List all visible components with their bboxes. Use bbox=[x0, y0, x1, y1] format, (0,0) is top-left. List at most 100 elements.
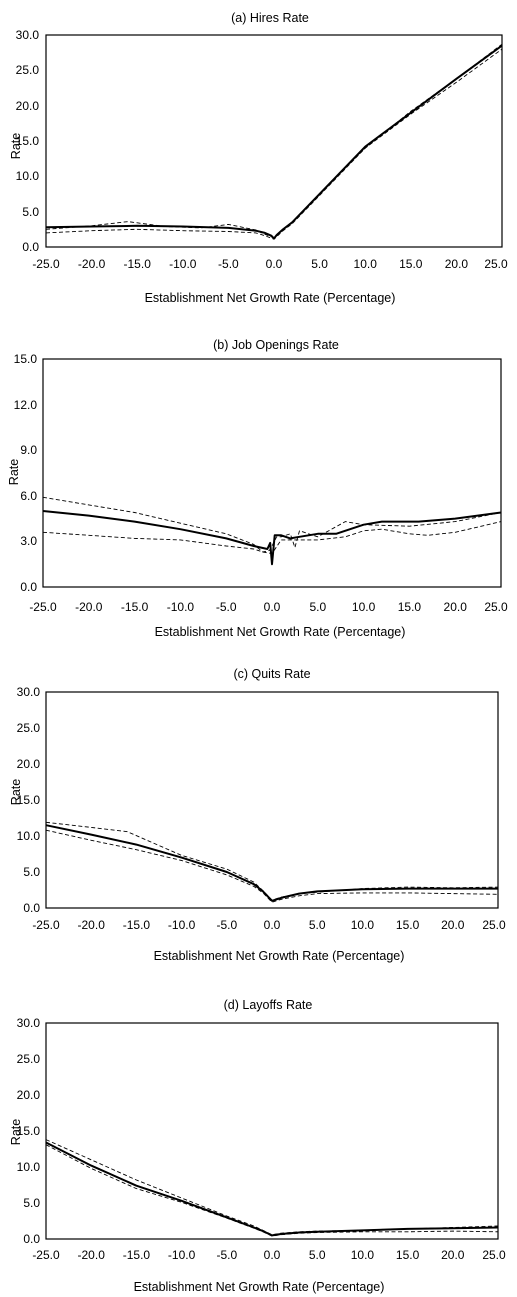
y-tick-label: 30.0 bbox=[17, 1016, 41, 1030]
x-tick-label: -20.0 bbox=[75, 600, 103, 614]
y-axis-label: Rate bbox=[7, 459, 21, 485]
x-tick-label: -15.0 bbox=[121, 600, 149, 614]
x-tick-label: 10.0 bbox=[351, 1248, 375, 1262]
x-tick-label: -20.0 bbox=[78, 1248, 106, 1262]
y-tick-label: 20.0 bbox=[17, 757, 41, 771]
panel-title: (b) Job Openings Rate bbox=[213, 338, 339, 352]
y-tick-label: 15.0 bbox=[16, 134, 40, 148]
y-axis-label: Rate bbox=[9, 133, 23, 159]
x-tick-label: -25.0 bbox=[32, 918, 60, 932]
x-tick-label: -20.0 bbox=[78, 918, 106, 932]
y-tick-label: 3.0 bbox=[20, 534, 37, 548]
y-tick-label: 20.0 bbox=[17, 1088, 41, 1102]
x-tick-label: 25.0 bbox=[482, 1248, 506, 1262]
y-axis-label: Rate bbox=[9, 779, 23, 805]
x-tick-label: 10.0 bbox=[351, 918, 375, 932]
panel-quits-rate: (c) Quits Rate Rate Establishment Net Gr… bbox=[9, 667, 506, 963]
dashed-series-line-1 bbox=[45, 1139, 499, 1236]
x-tick-labels: -25.0 -20.0 -15.0 -10.0 -5.0 0.0 5.0 10.… bbox=[32, 918, 506, 932]
x-tick-label: 10.0 bbox=[352, 600, 376, 614]
x-axis-label: Establishment Net Growth Rate (Percentag… bbox=[134, 1280, 385, 1294]
x-tick-label: 20.0 bbox=[445, 257, 469, 271]
panel-title: (d) Layoffs Rate bbox=[224, 998, 313, 1012]
y-tick-label: 0.0 bbox=[23, 901, 40, 915]
x-tick-label: -15.0 bbox=[123, 918, 151, 932]
x-tick-label: 5.0 bbox=[309, 600, 326, 614]
x-tick-label: 15.0 bbox=[396, 918, 420, 932]
x-tick-label: 25.0 bbox=[484, 600, 508, 614]
plot-frame bbox=[45, 1022, 499, 1240]
x-tick-label: -5.0 bbox=[216, 918, 237, 932]
x-tick-label: -10.0 bbox=[169, 257, 197, 271]
plot-frame bbox=[45, 691, 499, 909]
series-layer bbox=[42, 496, 502, 566]
y-tick-labels: 0.0 3.0 6.0 9.0 12.0 15.0 bbox=[14, 352, 38, 594]
x-tick-label: -25.0 bbox=[32, 1248, 60, 1262]
dashed-series-line-1 bbox=[45, 48, 503, 239]
series-layer bbox=[45, 1139, 499, 1237]
dashed-series-line-2 bbox=[45, 1144, 499, 1237]
x-tick-label: 25.0 bbox=[482, 918, 506, 932]
x-tick-label: 5.0 bbox=[309, 1248, 326, 1262]
panel-title: (c) Quits Rate bbox=[233, 667, 310, 681]
y-tick-label: 12.0 bbox=[14, 398, 38, 412]
x-tick-label: -5.0 bbox=[216, 600, 237, 614]
dashed-series-line-2 bbox=[42, 521, 502, 555]
x-tick-label: 5.0 bbox=[309, 918, 326, 932]
x-tick-label: -10.0 bbox=[168, 1248, 196, 1262]
x-tick-label: -5.0 bbox=[216, 1248, 237, 1262]
x-tick-label: -10.0 bbox=[167, 600, 195, 614]
y-tick-label: 9.0 bbox=[20, 443, 37, 457]
y-tick-label: 5.0 bbox=[22, 205, 39, 219]
y-tick-label: 10.0 bbox=[17, 1160, 41, 1174]
y-tick-label: 0.0 bbox=[23, 1232, 40, 1246]
series-layer bbox=[45, 43, 503, 240]
x-axis-label: Establishment Net Growth Rate (Percentag… bbox=[154, 949, 405, 963]
solid-series-line-0 bbox=[45, 1141, 499, 1237]
x-tick-label: -10.0 bbox=[168, 918, 196, 932]
x-tick-label: 5.0 bbox=[311, 257, 328, 271]
x-tick-label: -15.0 bbox=[123, 1248, 151, 1262]
x-tick-label: -25.0 bbox=[29, 600, 57, 614]
plot-frame bbox=[45, 34, 503, 248]
x-tick-label: 0.0 bbox=[266, 257, 283, 271]
series-layer bbox=[45, 821, 499, 903]
y-tick-label: 15.0 bbox=[14, 352, 38, 366]
y-tick-labels: 0.0 5.0 10.0 15.0 20.0 25.0 30.0 bbox=[17, 1016, 41, 1246]
y-tick-labels: 0.0 5.0 10.0 15.0 20.0 25.0 30.0 bbox=[16, 28, 40, 254]
x-tick-labels: -25.0 -20.0 -15.0 -10.0 -5.0 0.0 5.0 10.… bbox=[32, 1248, 506, 1262]
y-tick-label: 10.0 bbox=[17, 829, 41, 843]
x-tick-label: 20.0 bbox=[441, 1248, 465, 1262]
x-tick-labels: -25.0 -20.0 -15.0 -10.0 -5.0 0.0 5.0 10.… bbox=[32, 257, 508, 271]
y-tick-label: 25.0 bbox=[17, 721, 41, 735]
x-axis-label: Establishment Net Growth Rate (Percentag… bbox=[155, 625, 406, 639]
y-tick-label: 30.0 bbox=[17, 685, 41, 699]
panel-layoffs-rate: (d) Layoffs Rate Rate Establishment Net … bbox=[9, 998, 506, 1294]
dashed-series-line-2 bbox=[45, 43, 503, 240]
solid-series-line-0 bbox=[45, 824, 498, 902]
x-tick-label: 15.0 bbox=[398, 600, 422, 614]
x-tick-label: -25.0 bbox=[32, 257, 60, 271]
x-axis-label: Establishment Net Growth Rate (Percentag… bbox=[145, 291, 396, 305]
y-tick-label: 10.0 bbox=[16, 169, 40, 183]
dashed-series-line-1 bbox=[45, 821, 499, 901]
x-tick-label: 0.0 bbox=[264, 600, 281, 614]
dashed-series-line-1 bbox=[42, 496, 502, 553]
y-tick-label: 15.0 bbox=[17, 793, 41, 807]
y-tick-label: 0.0 bbox=[22, 240, 39, 254]
panel-title: (a) Hires Rate bbox=[231, 11, 309, 25]
x-tick-label: 15.0 bbox=[399, 257, 423, 271]
y-tick-label: 25.0 bbox=[17, 1052, 41, 1066]
solid-series-line-0 bbox=[45, 44, 503, 240]
y-axis-label: Rate bbox=[9, 1119, 23, 1145]
y-tick-labels: 0.0 5.0 10.0 15.0 20.0 25.0 30.0 bbox=[17, 685, 41, 915]
y-tick-label: 5.0 bbox=[23, 1196, 40, 1210]
x-tick-label: -5.0 bbox=[218, 257, 239, 271]
y-tick-label: 25.0 bbox=[16, 63, 40, 77]
x-tick-label: -20.0 bbox=[78, 257, 106, 271]
y-tick-label: 30.0 bbox=[16, 28, 40, 42]
x-tick-labels: -25.0 -20.0 -15.0 -10.0 -5.0 0.0 5.0 10.… bbox=[29, 600, 508, 614]
dashed-series-line-2 bbox=[45, 829, 499, 903]
x-tick-label: 25.0 bbox=[484, 257, 508, 271]
